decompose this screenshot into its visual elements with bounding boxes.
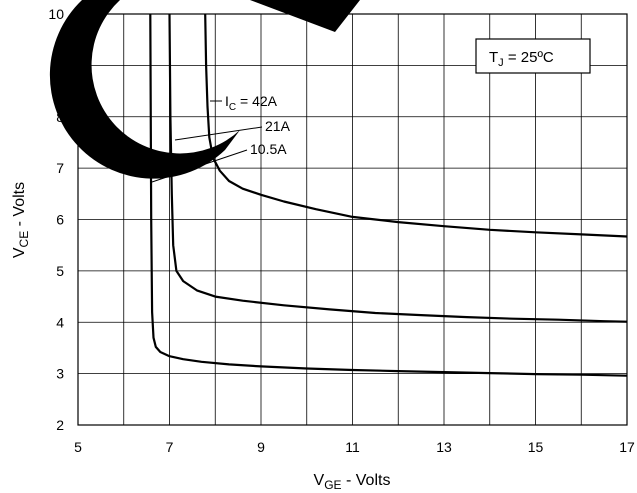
condition-box-text: TJ = 25ºC: [489, 49, 554, 69]
series-label-21a: 21A: [265, 118, 291, 134]
x-tick-label: 17: [619, 439, 635, 455]
x-tick-label: 9: [257, 439, 265, 455]
y-axis-label: VCE - Volts: [11, 182, 31, 258]
series-line-10-5a: [149, 13, 628, 377]
series-line-i-c-42a: [204, 13, 628, 238]
y-tick-label: 3: [56, 366, 64, 382]
leader-line-21a: [174, 126, 263, 141]
y-axis-ticks: 2 3 4 5 6 7 8 9 10: [48, 6, 64, 433]
x-tick-label: 11: [345, 439, 360, 455]
x-tick-label: 13: [436, 439, 452, 455]
y-tick-label: 5: [56, 263, 64, 279]
y-tick-label: 8: [56, 109, 64, 125]
y-tick-label: 6: [56, 212, 64, 228]
y-tick-label: 7: [56, 160, 64, 176]
watermark-wedge: [250, 0, 360, 32]
x-tick-label: 15: [528, 439, 544, 455]
curves: [149, 13, 628, 377]
x-axis-label: VGE - Volts: [314, 472, 391, 492]
y-tick-label: 2: [56, 417, 64, 433]
condition-box: TJ = 25ºC: [475, 38, 591, 74]
y-tick-label: 10: [48, 6, 64, 22]
series-label-10-5a: 10.5A: [250, 141, 287, 157]
y-tick-label: 4: [56, 314, 64, 330]
leader-line-10-5a: [151, 149, 248, 183]
x-tick-label: 5: [74, 439, 82, 455]
series-line-21a: [168, 13, 628, 323]
series-label-42a: IC = 42A: [225, 93, 278, 113]
x-tick-label: 7: [166, 439, 174, 455]
x-axis-ticks: 5 7 9 11 13 15 17: [74, 439, 635, 455]
watermark-arc: [49, 0, 241, 179]
grid: [78, 14, 627, 425]
plot-frame: [77, 13, 628, 426]
watermark-logo: [49, 0, 360, 179]
condition-box-frame: [475, 38, 591, 74]
y-tick-label: 9: [56, 57, 64, 73]
